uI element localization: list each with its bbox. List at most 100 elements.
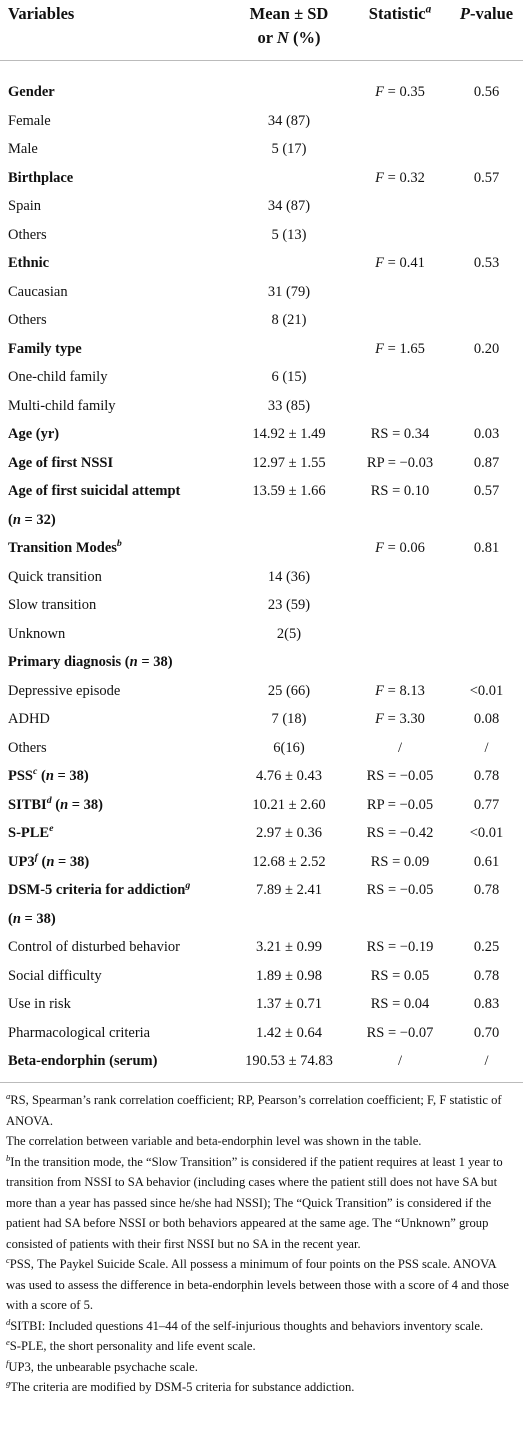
table-row: Others 5 (13)	[0, 221, 523, 250]
table-row: Ethnic F = 0.41 0.53	[0, 249, 523, 278]
header-cell: P-value	[450, 0, 523, 60]
text-segment: The criteria are modified by DSM-5 crite…	[10, 1380, 355, 1394]
cell-text: 12.68 ± 2.52	[252, 853, 326, 870]
table-cell: Control of disturbed behavior	[0, 933, 228, 962]
table-cell: Others	[0, 306, 228, 335]
table-row: Caucasian 31 (79)	[0, 278, 523, 307]
table-cell: 0.78	[450, 762, 523, 791]
table-row: Spain 34 (87)	[0, 192, 523, 221]
table-cell	[350, 278, 450, 307]
text-segment: Mean ± SD	[249, 4, 329, 23]
cell-text: Age (yr)	[8, 426, 60, 442]
table-cell	[350, 905, 450, 934]
table-cell	[228, 164, 350, 193]
cell-text: RP = −0.05	[366, 796, 434, 813]
cell-text: 8 (21)	[271, 312, 307, 328]
cell-text: ADHD	[8, 711, 50, 727]
superscript: f	[6, 1357, 9, 1368]
text-segment: PSS	[8, 768, 33, 784]
cell-text: 0.61	[473, 853, 500, 870]
cell-text: 31 (79)	[267, 283, 311, 300]
table-cell: 0.83	[450, 990, 523, 1019]
cell-text: 34 (87)	[267, 198, 311, 214]
table-cell: 2(5)	[228, 620, 350, 649]
table-cell: <0.01	[450, 819, 523, 848]
footnotes: aRS, Spearman’s rank correlation coeffic…	[6, 1090, 516, 1398]
cell-text: Gender	[8, 84, 55, 100]
table-body: Gender F = 0.35 0.56 Female 34 (87) Male 5 (17…	[0, 78, 523, 1076]
cell-text: RP = −0.03	[366, 454, 434, 471]
cell-text: 0.53	[473, 255, 500, 271]
table-cell: (n = 32)	[0, 506, 228, 535]
text-segment: (%)	[288, 28, 321, 47]
text-segment: (	[51, 796, 61, 813]
superscript: e	[49, 823, 54, 835]
cell-text: 12.97 ± 1.55	[252, 454, 326, 471]
table-cell: Social difficulty	[0, 962, 228, 991]
text-segment: DSM-5 criteria for addiction	[8, 882, 186, 898]
table-cell: ADHD	[0, 705, 228, 734]
text-segment: F	[375, 682, 385, 699]
cell-text: 0.08	[473, 711, 500, 727]
table-cell	[228, 78, 350, 107]
table-cell: Slow transition	[0, 591, 228, 620]
table-cell: 0.81	[450, 534, 523, 563]
cell-text: 0.57	[473, 169, 500, 186]
table-row: Unknown 2(5)	[0, 620, 523, 649]
table-cell: RS = 0.09	[350, 848, 450, 877]
table-cell: /	[350, 734, 450, 763]
table-cell: Others	[0, 221, 228, 250]
text-segment: -value	[470, 4, 514, 23]
text-segment: P	[459, 4, 470, 23]
table-row: SITBId (n = 38) 10.21 ± 2.60 RP = −0.05 0.7…	[0, 791, 523, 820]
table-cell: 0.78	[450, 962, 523, 991]
cell-text: 2(5)	[276, 625, 302, 642]
table-cell: F = 0.35	[350, 78, 450, 107]
cell-text: /	[397, 739, 403, 756]
cell-text: 6 (15)	[271, 369, 307, 385]
table-row: S-PLEe 2.97 ± 0.36 RS = −0.42 <0.01	[0, 819, 523, 848]
table-cell: Unknown	[0, 620, 228, 649]
table-cell: 7.89 ± 2.41	[228, 876, 350, 905]
cell-text: RS = 0.34	[370, 426, 430, 442]
text-segment: = 38)	[53, 768, 89, 784]
table-cell: /	[350, 1047, 450, 1076]
text-segment: = 0.41	[384, 255, 425, 271]
table-header: Variables Mean ± SD or N (%) Statistica P-va…	[0, 0, 523, 61]
table-cell	[450, 221, 523, 250]
table-cell: 0.20	[450, 335, 523, 364]
table-cell: Ethnic	[0, 249, 228, 278]
table-row: Age of first suicidal attempt 13.59 ± 1.6…	[0, 477, 523, 506]
superscript: f	[34, 851, 38, 863]
table-row: Social difficulty 1.89 ± 0.98 RS = 0.05 0.7…	[0, 962, 523, 991]
table-cell: 0.70	[450, 1019, 523, 1048]
table-cell: RP = −0.03	[350, 449, 450, 478]
cell-text: 10.21 ± 2.60	[252, 796, 326, 813]
header-cell: Mean ± SD or N (%)	[228, 0, 350, 60]
superscript: d	[46, 794, 52, 806]
cell-text: 7.89 ± 2.41	[256, 882, 322, 898]
text-segment: n	[46, 853, 55, 870]
text-segment: S-PLE, the short personality and life ev…	[9, 1339, 256, 1353]
table-cell	[450, 591, 523, 620]
text-segment: F	[375, 711, 385, 727]
cell-text: 14 (36)	[267, 568, 311, 585]
table-cell	[350, 363, 450, 392]
table-cell: 6 (15)	[228, 363, 350, 392]
table-cell	[350, 107, 450, 136]
cell-text: Social difficulty	[8, 967, 102, 984]
text-segment: n	[12, 910, 21, 927]
table-cell: RS = 0.04	[350, 990, 450, 1019]
table-cell: Primary diagnosis (n = 38)	[0, 648, 228, 677]
cell-text: Ethnic	[8, 255, 50, 271]
footnote: fUP3, the unbearable psychache scale.	[6, 1357, 516, 1378]
cell-text: Age of first suicidal attempt	[8, 483, 181, 499]
footnote: dSITBI: Included questions 41–44 of the …	[6, 1316, 516, 1337]
table-row: ADHD 7 (18) F = 3.30 0.08	[0, 705, 523, 734]
footnote: The correlation between variable and bet…	[6, 1131, 516, 1152]
table-cell	[450, 620, 523, 649]
table-cell	[450, 107, 523, 136]
table-cell: F = 0.32	[350, 164, 450, 193]
cell-text: 0.20	[473, 340, 500, 357]
